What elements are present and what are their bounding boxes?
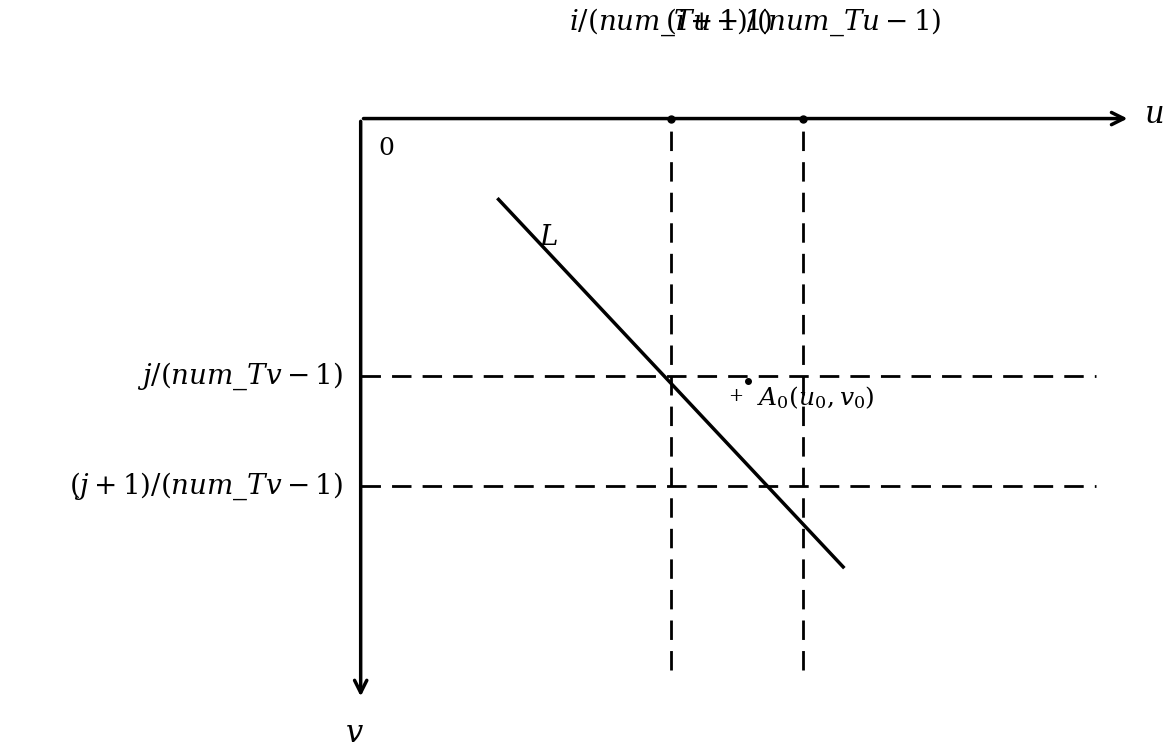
Text: $j/(num\_Tv-1)$: $j/(num\_Tv-1)$ xyxy=(138,360,343,391)
Text: $(j+1)/(num\_Tv-1)$: $(j+1)/(num\_Tv-1)$ xyxy=(69,470,343,502)
Text: +: + xyxy=(728,387,743,405)
Text: $\mathit{u}$: $\mathit{u}$ xyxy=(1145,100,1163,130)
Text: $A_0(u_0,v_0)$: $A_0(u_0,v_0)$ xyxy=(757,385,875,412)
Text: $i/(num\_Tu-1)$: $i/(num\_Tu-1)$ xyxy=(569,6,772,38)
Text: $\mathit{v}$: $\mathit{v}$ xyxy=(346,718,364,749)
Text: $(i+1)/(num\_Tu-1)$: $(i+1)/(num\_Tu-1)$ xyxy=(665,6,941,38)
Text: $L$: $L$ xyxy=(538,224,558,251)
Text: 0: 0 xyxy=(378,137,394,160)
